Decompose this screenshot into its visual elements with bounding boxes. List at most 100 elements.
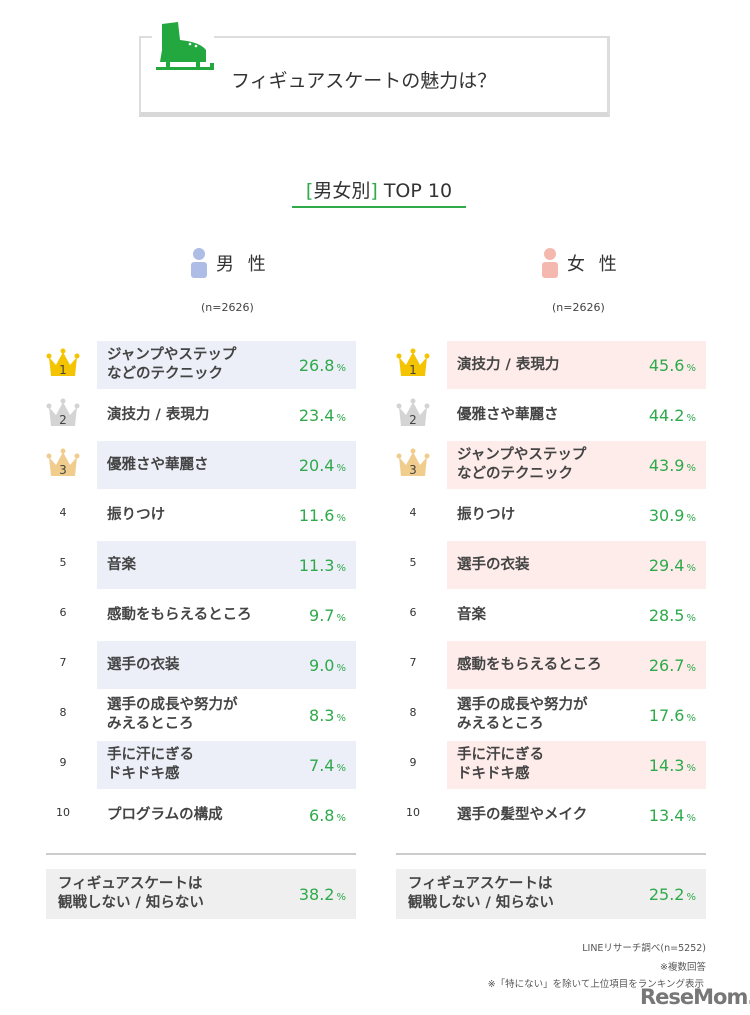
table-row: 感動をもらえるところ 26.7% bbox=[447, 641, 706, 689]
item-label: プログラムの構成 bbox=[107, 806, 223, 823]
rank-4: 4 bbox=[59, 506, 67, 519]
item-label: 演技力 / 表現力 bbox=[457, 356, 560, 373]
item-value: 13.4% bbox=[648, 805, 696, 825]
female-sample-size: (n=2626) bbox=[552, 301, 605, 314]
rank-2: 2 bbox=[46, 396, 80, 430]
rank-9: 9 bbox=[59, 756, 67, 769]
table-row: プログラムの構成 6.8% bbox=[97, 791, 356, 839]
source-note: LINEリサーチ調べ(n=5252) bbox=[582, 943, 706, 954]
item-value: 44.2% bbox=[648, 405, 696, 425]
item-value: 11.6% bbox=[298, 505, 346, 525]
item-label: 感動をもらえるところ bbox=[457, 656, 602, 673]
footer-value: 25.2% bbox=[648, 884, 696, 904]
male-sample-size: (n=2626) bbox=[201, 301, 254, 314]
rank-1: 1 bbox=[396, 346, 430, 380]
footer-label: フィギュアスケートは 観戦しない / 知らない bbox=[58, 876, 204, 911]
table-row: 優雅さや華麗さ 44.2% bbox=[447, 391, 706, 439]
item-value: 17.6% bbox=[648, 705, 696, 725]
rank-6: 6 bbox=[409, 606, 417, 619]
item-value: 11.3% bbox=[298, 555, 346, 575]
item-value: 26.8% bbox=[298, 355, 346, 375]
table-row: 演技力 / 表現力 23.4% bbox=[97, 391, 356, 439]
table-row: 手に汗にぎる ドキドキ感 7.4% bbox=[97, 741, 356, 789]
rank-10: 10 bbox=[406, 806, 420, 819]
item-value: 9.7% bbox=[309, 605, 346, 625]
rank-5: 5 bbox=[409, 556, 417, 569]
item-value: 30.9% bbox=[648, 505, 696, 525]
crown-icon: 1 bbox=[396, 348, 430, 377]
multiple-answer-note: ※複数回答 bbox=[660, 962, 706, 973]
table-row: 選手の成長や努力が みえるところ 17.6% bbox=[447, 691, 706, 739]
rank-7: 7 bbox=[59, 656, 67, 669]
item-label: 手に汗にぎる ドキドキ感 bbox=[457, 747, 544, 782]
table-row: 選手の成長や努力が みえるところ 8.3% bbox=[97, 691, 356, 739]
item-label: ジャンプやステップ などのテクニック bbox=[457, 447, 587, 482]
bracket-open: [ bbox=[305, 180, 314, 202]
female-header: 女 性 bbox=[541, 248, 621, 278]
item-value: 26.7% bbox=[648, 655, 696, 675]
item-label: 優雅さや華麗さ bbox=[457, 406, 559, 423]
page-title: フィギュアスケートの魅力は？ bbox=[231, 70, 497, 92]
crown-icon: 2 bbox=[396, 398, 430, 427]
table-row: 振りつけ 11.6% bbox=[97, 491, 356, 539]
item-label: 優雅さや華麗さ bbox=[107, 456, 209, 473]
table-row: ジャンプやステップ などのテクニック 26.8% bbox=[97, 341, 356, 389]
item-label: 音楽 bbox=[107, 556, 136, 573]
rank-1: 1 bbox=[46, 346, 80, 380]
rank-9: 9 bbox=[409, 756, 417, 769]
crown-icon: 3 bbox=[46, 448, 80, 477]
crown-icon: 3 bbox=[396, 448, 430, 477]
female-label: 女 性 bbox=[567, 254, 621, 275]
item-label: 振りつけ bbox=[457, 506, 516, 523]
crown-icon: 1 bbox=[46, 348, 80, 377]
svg-text:1: 1 bbox=[59, 363, 67, 377]
table-row: ジャンプやステップ などのテクニック 43.9% bbox=[447, 441, 706, 489]
subtitle: [男女別] TOP 10 bbox=[292, 176, 466, 208]
item-label: 感動をもらえるところ bbox=[107, 606, 252, 623]
item-label: ジャンプやステップ などのテクニック bbox=[107, 347, 237, 382]
table-row: 選手の衣装 9.0% bbox=[97, 641, 356, 689]
table-row: 音楽 28.5% bbox=[447, 591, 706, 639]
divider bbox=[396, 853, 706, 855]
svg-text:3: 3 bbox=[409, 463, 417, 477]
item-value: 14.3% bbox=[648, 755, 696, 775]
footer-label: フィギュアスケートは 観戦しない / 知らない bbox=[408, 876, 554, 911]
item-label: 選手の衣装 bbox=[457, 556, 530, 573]
rank-4: 4 bbox=[409, 506, 417, 519]
item-value: 45.6% bbox=[648, 355, 696, 375]
bracket-close: ] bbox=[370, 180, 378, 202]
item-label: 選手の髪型やメイク bbox=[457, 806, 588, 823]
svg-text:1: 1 bbox=[409, 363, 417, 377]
item-value: 43.9% bbox=[648, 455, 696, 475]
person-icon bbox=[191, 248, 207, 278]
item-label: 手に汗にぎる ドキドキ感 bbox=[107, 747, 194, 782]
table-row: 音楽 11.3% bbox=[97, 541, 356, 589]
rank-8: 8 bbox=[59, 706, 67, 719]
subtitle-suffix: TOP 10 bbox=[383, 180, 453, 202]
rank-10: 10 bbox=[56, 806, 70, 819]
item-value: 23.4% bbox=[298, 405, 346, 425]
rank-3: 3 bbox=[396, 446, 430, 480]
rank-2: 2 bbox=[396, 396, 430, 430]
item-value: 29.4% bbox=[648, 555, 696, 575]
rank-5: 5 bbox=[59, 556, 67, 569]
item-label: 選手の衣装 bbox=[107, 656, 180, 673]
table-row: 手に汗にぎる ドキドキ感 14.3% bbox=[447, 741, 706, 789]
item-value: 28.5% bbox=[648, 605, 696, 625]
svg-text:2: 2 bbox=[409, 413, 417, 427]
rank-8: 8 bbox=[409, 706, 417, 719]
footer-value: 38.2% bbox=[298, 884, 346, 904]
item-value: 20.4% bbox=[298, 455, 346, 475]
item-label: 選手の成長や努力が みえるところ bbox=[457, 697, 588, 732]
item-value: 9.0% bbox=[309, 655, 346, 675]
male-header: 男 性 bbox=[190, 248, 270, 278]
item-label: 振りつけ bbox=[107, 506, 166, 523]
rank-7: 7 bbox=[409, 656, 417, 669]
table-row: 選手の衣装 29.4% bbox=[447, 541, 706, 589]
svg-text:3: 3 bbox=[59, 463, 67, 477]
table-row: 優雅さや華麗さ 20.4% bbox=[97, 441, 356, 489]
crown-icon: 2 bbox=[46, 398, 80, 427]
item-label: 音楽 bbox=[457, 606, 486, 623]
rank-6: 6 bbox=[59, 606, 67, 619]
table-row: 感動をもらえるところ 9.7% bbox=[97, 591, 356, 639]
